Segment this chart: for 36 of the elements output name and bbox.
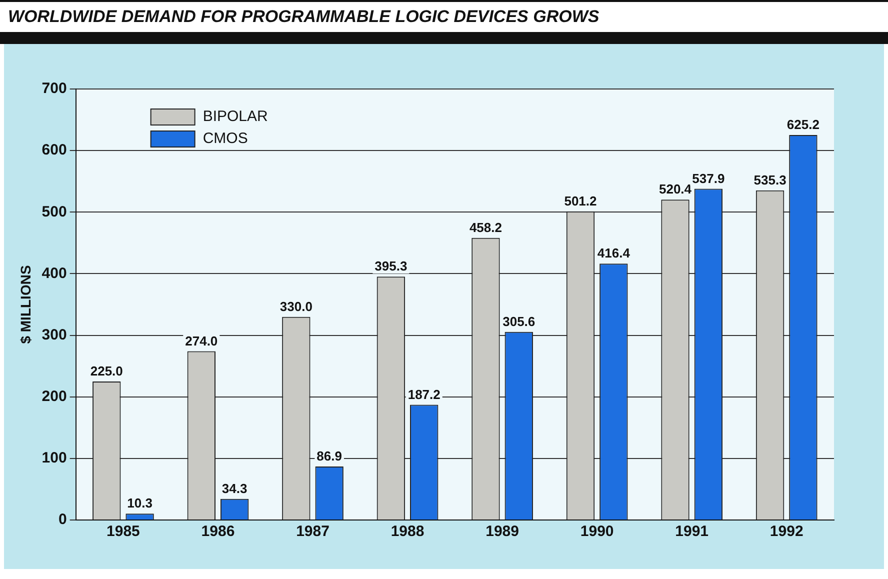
x-tick-label: 1985	[106, 523, 140, 540]
data-label: 187.2	[408, 386, 440, 402]
data-label: 305.6	[502, 314, 536, 329]
y-tick-label: 600	[42, 142, 67, 159]
y-tick-label: 200	[42, 388, 67, 405]
data-label: 86.9	[316, 448, 342, 464]
y-tick-label: 0	[58, 511, 67, 528]
data-label: 10.3	[127, 496, 152, 511]
y-tick-label: 500	[42, 203, 67, 220]
chart-title: WORLDWIDE DEMAND FOR PROGRAMMABLE LOGIC DEVICES GROWS	[0, 0, 888, 32]
x-tick-label: 1991	[675, 523, 709, 540]
data-label: 330.0	[280, 298, 312, 314]
data-label: 274.0	[185, 333, 218, 348]
legend-label: CMOS	[202, 130, 248, 148]
y-tick-label: 300	[42, 326, 67, 344]
x-tick-label: 1990	[580, 523, 614, 540]
x-tick-label: 1992	[770, 523, 804, 540]
legend-label: BIPOLAR	[202, 108, 268, 126]
y-axis-title: $ MILLIONS	[17, 265, 34, 344]
y-tick-label: 700	[42, 80, 67, 98]
y-tick-label: 100	[42, 450, 67, 467]
data-label: 625.2	[786, 117, 820, 132]
x-tick-label: 1987	[296, 523, 330, 540]
data-label: 520.4	[658, 182, 692, 197]
data-label: 225.0	[90, 364, 123, 379]
data-label: 537.9	[692, 170, 725, 186]
data-label: 416.4	[597, 246, 631, 261]
x-tick-label: 1988	[390, 523, 424, 540]
x-tick-label: 1986	[201, 523, 235, 540]
data-label: 458.2	[469, 220, 502, 235]
data-label: 501.2	[564, 193, 597, 208]
data-label: 395.3	[374, 258, 408, 274]
data-label: 535.3	[754, 172, 786, 188]
y-tick-label: 400	[42, 264, 67, 282]
x-tick-label: 1989	[486, 523, 519, 540]
data-label: 34.3	[222, 480, 248, 496]
